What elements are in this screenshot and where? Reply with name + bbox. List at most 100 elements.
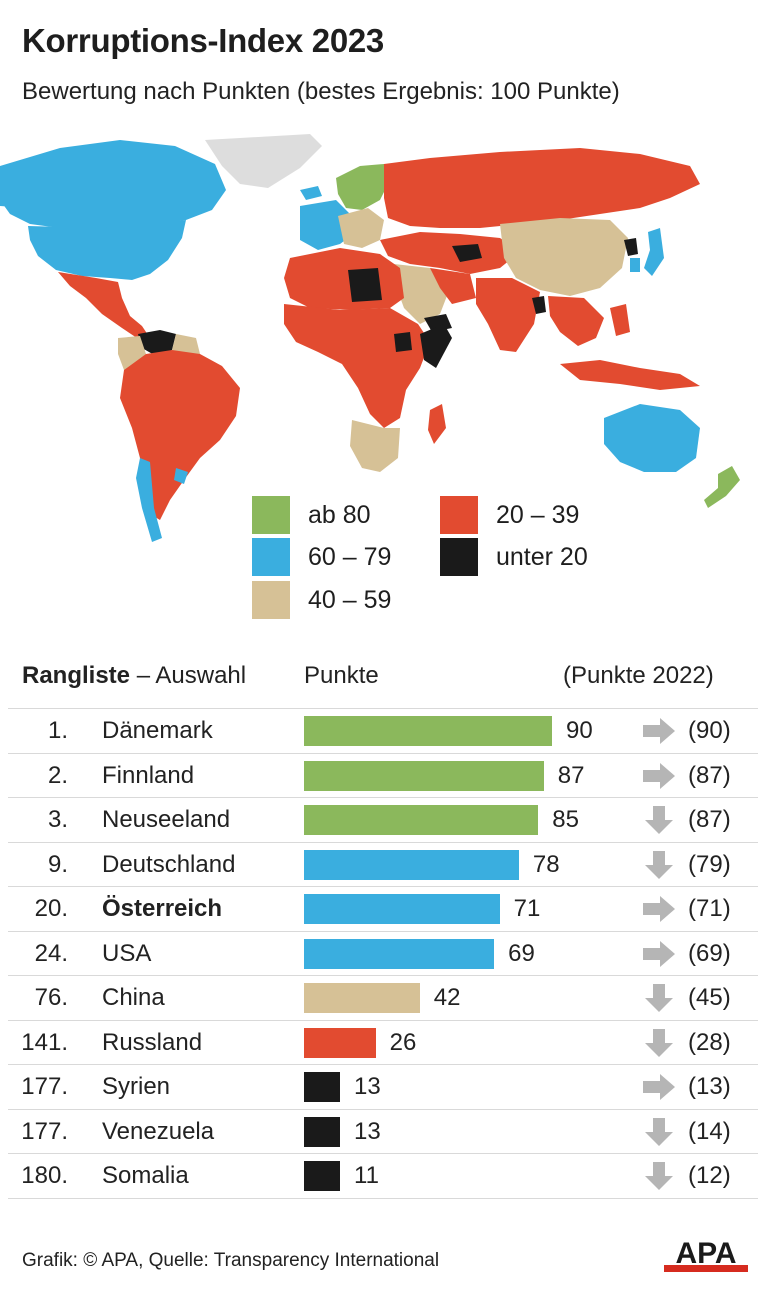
legend-label: 40 – 59 (308, 585, 392, 614)
rank-number: 180. (21, 1162, 68, 1189)
rank-number: 2. (47, 761, 68, 789)
region-southeast-asia (548, 296, 604, 346)
region-central-asia (380, 232, 520, 274)
region-central-africa (284, 304, 430, 428)
country-label: Neuseeland (102, 806, 231, 833)
arrow-right-icon (643, 762, 675, 789)
region-chile (136, 458, 162, 542)
region-uruguay (174, 468, 188, 484)
previous-score: (87) (688, 761, 731, 789)
arrow-right-icon (643, 718, 675, 744)
score-value: 85 (552, 806, 579, 833)
score-bar (304, 1161, 340, 1191)
region-venezuela (138, 330, 176, 356)
region-philippines (610, 304, 630, 336)
region-australia (604, 404, 700, 472)
world-map (0, 128, 768, 553)
rank-number: 177. (21, 1117, 68, 1145)
ranking-title-bold: Rangliste (22, 662, 131, 689)
legend-swatch (252, 538, 290, 576)
legend-label: ab 80 (308, 500, 371, 529)
region-new-zealand (704, 466, 740, 508)
previous-score: (13) (688, 1073, 731, 1100)
country-label: Venezuela (102, 1117, 215, 1145)
region-libya (348, 268, 382, 302)
table-row: 177. Syrien 13 (13) (8, 1064, 758, 1109)
region-iceland (300, 186, 322, 200)
score-bar (304, 983, 420, 1013)
region-north-africa (284, 248, 404, 310)
arrow-down-icon (645, 1162, 673, 1190)
country-label: Syrien (102, 1073, 171, 1100)
region-south-sudan (394, 332, 412, 352)
arrow-down-icon (645, 806, 673, 834)
table-row: 3. Neuseeland 85 (87) (8, 797, 758, 842)
rank-number: 76. (34, 984, 68, 1011)
legend-item-40-59: 40 – 59 (252, 581, 391, 619)
score-bar (304, 938, 495, 969)
region-south-korea (630, 258, 640, 272)
previous-score: (14) (688, 1117, 731, 1145)
region-mexico (58, 272, 150, 340)
previous-score: (71) (688, 895, 731, 922)
legend-label: unter 20 (496, 542, 588, 571)
score-value: 90 (566, 717, 593, 744)
score-bar (304, 716, 552, 746)
region-indonesia (560, 360, 700, 390)
table-row: 1. Dänemark 90 (90) (8, 708, 758, 753)
table-row: 9. Deutschland 78 (79) (8, 841, 758, 887)
ranking-title: Rangliste – Auswahl (22, 662, 246, 690)
previous-score: (12) (688, 1162, 731, 1189)
region-russia (384, 148, 700, 228)
legend-item-ab-80: ab 80 (252, 496, 371, 534)
region-nordics (336, 164, 390, 210)
table-row: 76. China 42 (45) (8, 975, 758, 1020)
points-column-header: Punkte (304, 662, 379, 689)
arrow-down-icon (645, 850, 673, 879)
previous-score: (79) (688, 850, 731, 878)
score-value: 42 (433, 984, 461, 1011)
score-bar (304, 1072, 340, 1102)
score-value: 13 (354, 1073, 381, 1100)
rank-number: 3. (47, 806, 68, 833)
region-greenland (205, 134, 322, 188)
score-bar (304, 1027, 376, 1058)
rank-number: 20. (34, 895, 68, 922)
region-western-europe (300, 200, 356, 250)
country-label: Somalia (102, 1162, 189, 1189)
previous-score: (90) (688, 717, 731, 744)
arrow-down-icon (645, 984, 673, 1012)
score-value: 69 (508, 939, 535, 967)
legend-swatch (440, 496, 478, 534)
score-value: 78 (532, 850, 560, 878)
legend-swatch (252, 581, 290, 619)
rank-number: 141. (21, 1028, 68, 1056)
rank-number: 1. (47, 717, 68, 744)
country-label: Finnland (102, 761, 195, 789)
region-southern-africa (350, 420, 400, 472)
country-label: China (102, 984, 165, 1011)
rank-number: 177. (21, 1073, 68, 1100)
score-value: 13 (354, 1117, 381, 1145)
ranking-title-rest: – Auswahl (136, 662, 247, 689)
chart-subtitle: Bewertung nach Punkten (bestes Ergebnis:… (22, 78, 620, 105)
score-bar (304, 849, 519, 880)
previous-score: (87) (688, 806, 731, 833)
score-value: 71 (513, 895, 541, 922)
table-row: 20. Österreich 71 (71) (8, 886, 758, 931)
apa-logo: APA (664, 1237, 748, 1272)
table-row: 141. Russland 26 (28) (8, 1019, 758, 1065)
legend-item-60-79: 60 – 79 (252, 538, 391, 576)
region-somalia (420, 324, 452, 368)
previous-score: (69) (688, 939, 731, 967)
country-label: Deutschland (102, 850, 236, 878)
legend-swatch (252, 496, 290, 534)
ranking-table: 1. Dänemark 90 (90) 2. Finnland 87 (87) 3. Neusee… (8, 708, 758, 1199)
table-row: 177. Venezuela 13 (14) (8, 1108, 758, 1154)
legend-label: 60 – 79 (308, 542, 392, 571)
arrow-right-icon (643, 940, 675, 967)
region-china (500, 218, 628, 296)
svg-text:APA: APA (675, 1238, 736, 1270)
score-bar (304, 1116, 340, 1147)
score-value: 87 (557, 761, 585, 789)
